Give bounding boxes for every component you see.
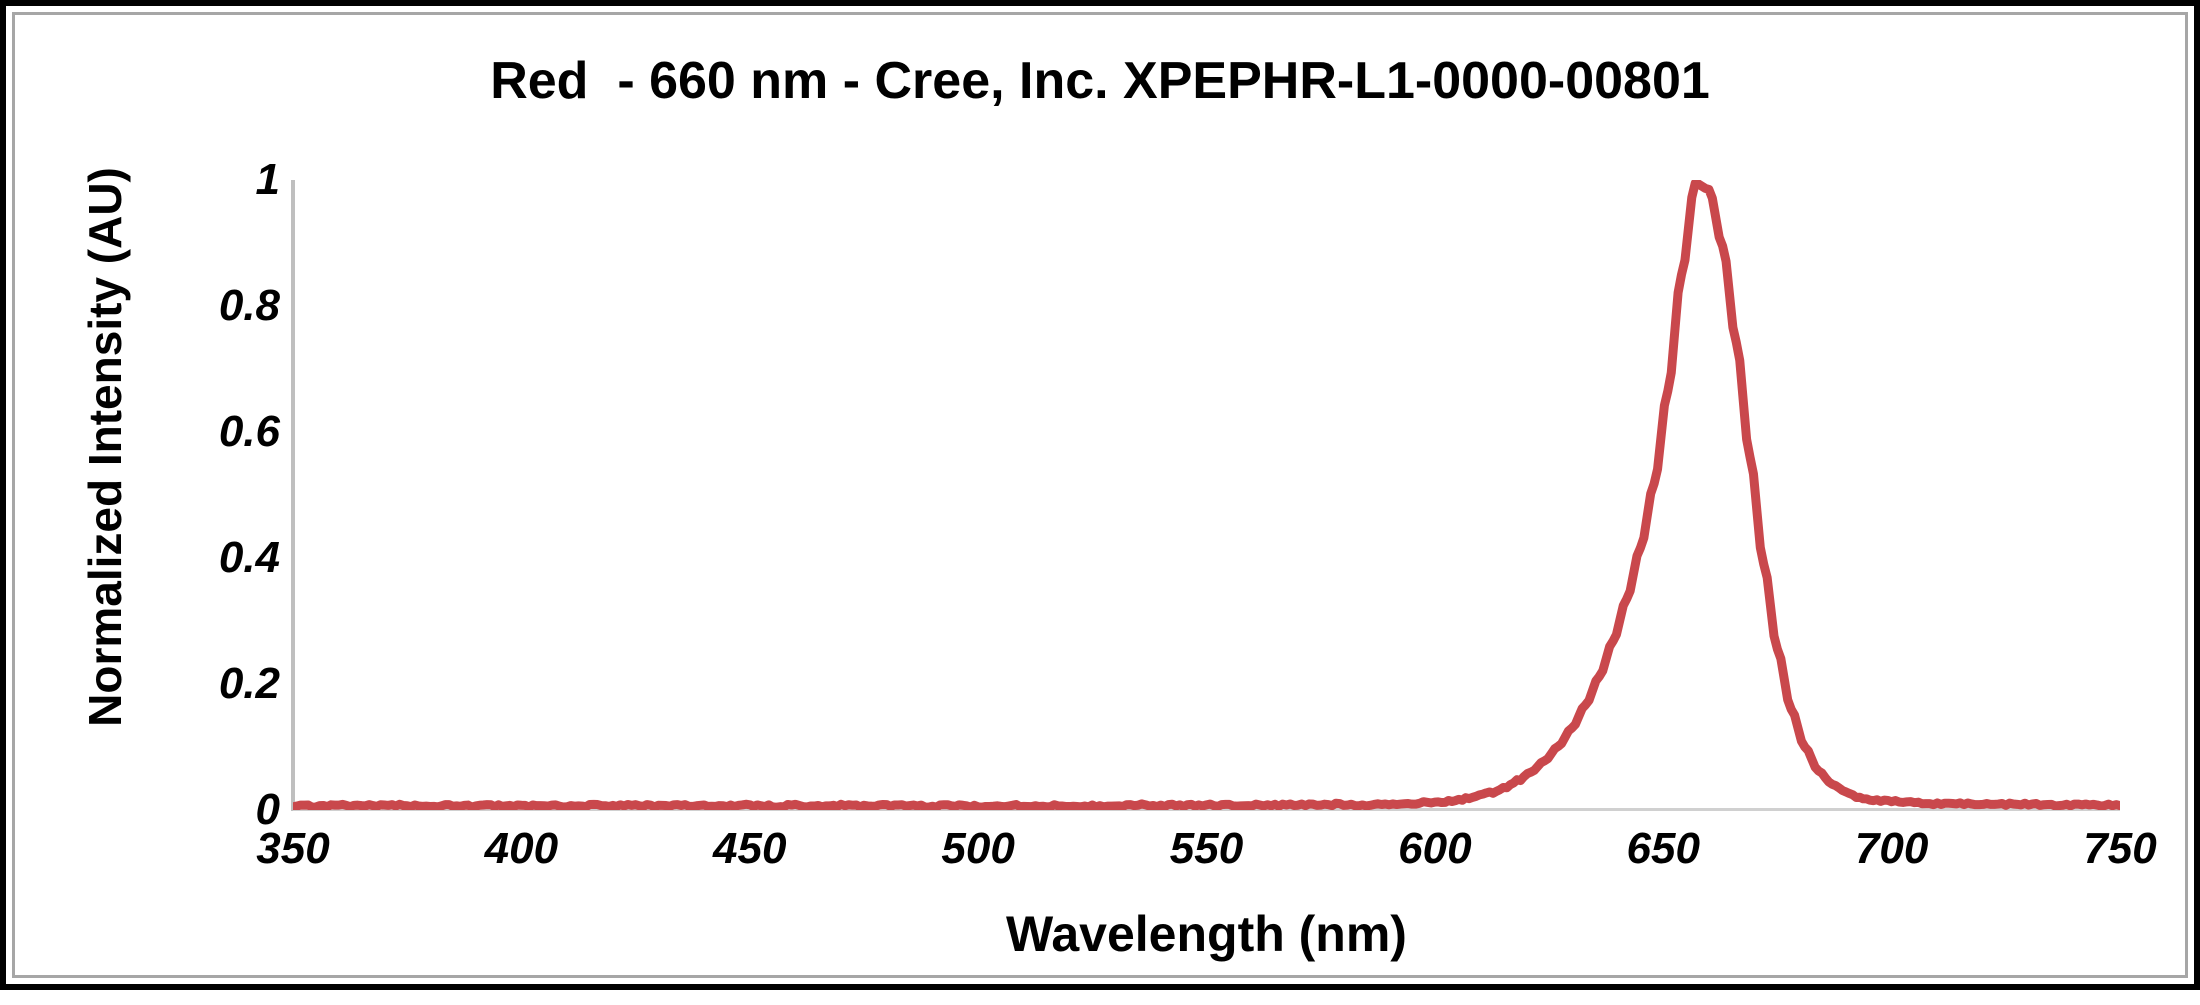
- x-axis-title: Wavelength (nm): [1006, 906, 1407, 962]
- y-tick-label: 0.6: [218, 407, 280, 456]
- y-tick-label: 0: [255, 785, 280, 834]
- x-tick-label: 700: [1854, 824, 1929, 873]
- x-tick-label: 550: [1169, 824, 1244, 873]
- x-tick-label: 450: [713, 824, 787, 873]
- x-tick-label: 350: [256, 824, 330, 873]
- plot-area: [293, 180, 2120, 810]
- chart-inner-border: Red - 660 nm - Cree, Inc. XPEPHR-L1-0000…: [12, 12, 2188, 978]
- y-axis-tick-labels: 0 0.2 0.4 0.6 0.8 1: [145, 15, 280, 1005]
- x-tick-label: 650: [1626, 824, 1700, 873]
- x-tick-label: 750: [2083, 824, 2157, 873]
- y-tick-label: 0.2: [218, 659, 280, 708]
- spectrum-line: [293, 180, 2120, 810]
- y-tick-label: 0.8: [218, 281, 280, 330]
- y-axis-title: Normalized Intensity (AU): [79, 167, 131, 727]
- x-tick-label: 500: [941, 824, 1015, 873]
- x-axis-tick-labels: 350 400 450 500 550 600 650 700 750: [256, 824, 2156, 887]
- spectrum-plot: [293, 180, 2120, 810]
- x-tick-label: 400: [484, 824, 559, 873]
- y-tick-label: 0.4: [218, 533, 280, 582]
- chart-title: Red - 660 nm - Cree, Inc. XPEPHR-L1-0000…: [490, 52, 1710, 110]
- x-tick-label: 600: [1398, 824, 1472, 873]
- y-tick-label: 1: [255, 155, 280, 204]
- y-axis-line: [291, 180, 295, 811]
